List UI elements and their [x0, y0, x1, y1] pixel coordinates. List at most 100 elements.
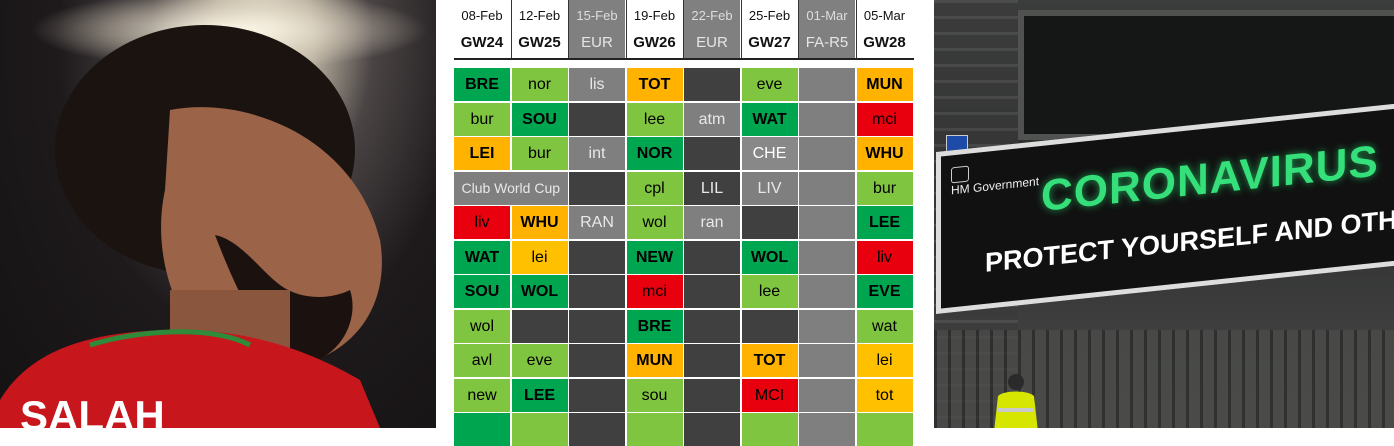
player-illustration: SALAH: [0, 25, 382, 428]
fixture-cell: MUN: [626, 344, 683, 377]
fixture-cell: [626, 413, 683, 446]
fixture-cell: LEE: [856, 206, 913, 239]
fixture-cell: CHE: [741, 137, 798, 170]
fixture-date: 19-Feb: [633, 8, 676, 23]
fixture-cell: [799, 206, 855, 239]
fixture-cell: [799, 137, 855, 170]
fixture-cell: [799, 275, 855, 308]
fixture-cell: [569, 309, 625, 343]
fixture-cell: NOR: [626, 137, 683, 170]
fixture-cell: [799, 68, 855, 101]
fixture-cell: mci: [856, 102, 913, 136]
fixture-cell: WOL: [511, 275, 568, 308]
fixture-cell: [569, 378, 625, 412]
fixture-cell: new: [454, 378, 510, 412]
steward-figure: [994, 374, 1038, 428]
fixture-cell: TOT: [741, 344, 798, 377]
fixture-cell: [511, 309, 568, 343]
fixture-cell: [684, 309, 740, 343]
fixture-cell: lei: [856, 344, 913, 377]
fixture-cell: WHU: [856, 137, 913, 170]
fixture-cell: [799, 309, 855, 343]
fixture-header: 08-Feb GW24 12-Feb GW25 15-Feb EUR 19-Feb GW26 2…: [454, 0, 914, 60]
fixture-cell: lee: [741, 275, 798, 308]
fixture-cell: [569, 344, 625, 377]
fixture-cell: WOL: [741, 240, 798, 274]
fixture-cell: [799, 344, 855, 377]
fixture-cell: [741, 413, 798, 446]
fixture-cell: mci: [626, 275, 683, 308]
gameweek-label: GW26: [633, 34, 676, 51]
fixture-ticker: 08-Feb GW24 12-Feb GW25 15-Feb EUR 19-Feb GW26 2…: [436, 0, 934, 446]
fixture-cell: WAT: [454, 240, 510, 274]
fixture-cell: wol: [626, 206, 683, 239]
fixture-cell: LEE: [511, 378, 568, 412]
fixture-cell: MCI: [741, 378, 798, 412]
fixture-cell: nor: [511, 68, 568, 101]
header-divider: [510, 0, 512, 58]
fixture-cell: [569, 240, 625, 274]
fixture-cell: SOU: [454, 275, 510, 308]
fixture-cell: [799, 240, 855, 274]
fixture-cell: WAT: [741, 102, 798, 136]
fixture-cell: lee: [626, 102, 683, 136]
fixture-date: 01-Mar: [806, 8, 848, 23]
gameweek-column-header: 01-Mar FA-R5: [799, 0, 855, 58]
fixture-date: 08-Feb: [461, 8, 503, 23]
gameweek-label: EUR: [581, 34, 613, 51]
fixture-cell: [569, 171, 625, 205]
fixture-cell: MUN: [856, 68, 913, 101]
header-divider: [855, 0, 857, 58]
gameweek-label: GW28: [863, 34, 906, 51]
board-headline: CORONAVIRUS: [1041, 136, 1379, 221]
fixture-cell: Club World Cup: [454, 171, 568, 205]
fixture-date: 22-Feb: [691, 8, 733, 23]
fixture-cell: avl: [454, 344, 510, 377]
fixture-cell: [569, 102, 625, 136]
fixture-cell: eve: [511, 344, 568, 377]
stadium-photo: HM Government CORONAVIRUS PROTECT YOURSE…: [934, 0, 1394, 428]
header-divider: [625, 0, 627, 58]
fixture-cell: [684, 413, 740, 446]
player-photo: SALAH: [0, 0, 436, 428]
header-divider: [740, 0, 742, 58]
fixture-cell: RAN: [569, 206, 625, 239]
fixture-cell: [684, 344, 740, 377]
fixture-cell: [741, 309, 798, 343]
fixture-cell: LIL: [684, 171, 740, 205]
fixture-cell: [799, 171, 855, 205]
gameweek-column-header: 05-Mar GW28: [856, 0, 913, 58]
gameweek-column-header: 15-Feb EUR: [569, 0, 625, 58]
header-divider: [798, 0, 799, 58]
fixture-cell: LIV: [741, 171, 798, 205]
fixture-cell: cpl: [626, 171, 683, 205]
fixture-cell: TOT: [626, 68, 683, 101]
fixture-cell: [684, 275, 740, 308]
fixture-cell: liv: [856, 240, 913, 274]
fixture-cell: SOU: [511, 102, 568, 136]
fixture-cell: [569, 275, 625, 308]
fixture-cell: EVE: [856, 275, 913, 308]
gameweek-label: GW24: [460, 34, 504, 51]
fixture-cell: int: [569, 137, 625, 170]
fixture-date: 15-Feb: [576, 8, 618, 23]
gameweek-label: FA-R5: [805, 34, 849, 51]
fixture-cell: NEW: [626, 240, 683, 274]
gameweek-column-header: 08-Feb GW24: [454, 0, 510, 58]
fixture-cell: bur: [856, 171, 913, 205]
fixture-cell: lis: [569, 68, 625, 101]
gameweek-column-header: 19-Feb GW26: [626, 0, 683, 58]
fixture-cell: [454, 413, 510, 446]
fixture-cell: bur: [511, 137, 568, 170]
fixture-cell: eve: [741, 68, 798, 101]
fixture-cell: sou: [626, 378, 683, 412]
fixture-cell: [856, 413, 913, 446]
fixture-cell: [741, 206, 798, 239]
fixture-cell: liv: [454, 206, 510, 239]
fixture-cell: [684, 378, 740, 412]
fixture-cell: BRE: [454, 68, 510, 101]
header-divider: [568, 0, 569, 58]
fixture-cell: BRE: [626, 309, 683, 343]
gameweek-label: GW25: [518, 34, 561, 51]
fixture-cell: [799, 413, 855, 446]
